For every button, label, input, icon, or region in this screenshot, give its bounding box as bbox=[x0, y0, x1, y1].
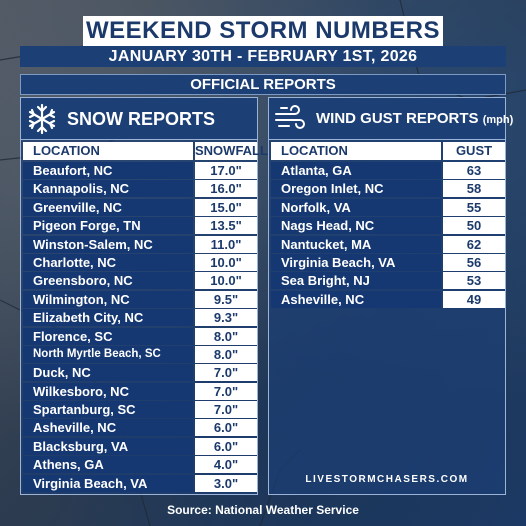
value-cell: 63 bbox=[443, 162, 505, 179]
table-row: Athens, GA 4.0" bbox=[23, 455, 257, 474]
value-cell: 6.0" bbox=[195, 437, 257, 455]
value-cell: 3.0" bbox=[195, 474, 257, 492]
table-row: Virginia Beach, VA 56 bbox=[271, 253, 505, 271]
value-cell: 58 bbox=[443, 180, 505, 198]
wind-panel-title-text: WIND GUST REPORTS bbox=[316, 110, 479, 127]
table-row: Wilkesboro, NC 7.0" bbox=[23, 382, 257, 400]
table-row: Charlotte, NC 10.0" bbox=[23, 253, 257, 271]
location-cell: Kannapolis, NC bbox=[23, 180, 193, 198]
wind-panel-title: WIND GUST REPORTS (mph) bbox=[316, 98, 513, 140]
snowflake-icon bbox=[25, 102, 59, 136]
value-cell: 11.0" bbox=[195, 235, 257, 253]
value-cell: 7.0" bbox=[195, 401, 257, 419]
location-cell: Oregon Inlet, NC bbox=[271, 180, 441, 198]
value-cell: 9.5" bbox=[195, 290, 257, 308]
location-cell: Charlotte, NC bbox=[23, 253, 193, 271]
wind-location-header: LOCATION bbox=[271, 142, 441, 160]
snow-reports-panel: SNOW REPORTS LOCATION SNOWFALL Beaufort,… bbox=[20, 97, 268, 495]
value-cell: 9.3" bbox=[195, 309, 257, 327]
location-cell: North Myrtle Beach, SC bbox=[23, 345, 193, 363]
value-cell: 7.0" bbox=[195, 364, 257, 382]
location-cell: Blacksburg, VA bbox=[23, 437, 193, 455]
wind-icon bbox=[273, 102, 307, 136]
location-cell: Wilkesboro, NC bbox=[23, 382, 193, 400]
location-cell: Pigeon Forge, TN bbox=[23, 217, 193, 235]
table-row: Wilmington, NC 9.5" bbox=[23, 290, 257, 308]
wind-unit: (mph) bbox=[482, 114, 514, 126]
table-row: Nantucket, MA 62 bbox=[271, 235, 505, 253]
value-cell: 17.0" bbox=[195, 162, 257, 179]
value-cell: 53 bbox=[443, 272, 505, 290]
page-title: WEEKEND STORM NUMBERS bbox=[83, 16, 443, 46]
location-cell: Florence, SC bbox=[23, 327, 193, 345]
table-row: Beaufort, NC 17.0" bbox=[23, 161, 257, 179]
location-cell: Virginia Beach, VA bbox=[23, 474, 193, 492]
location-cell: Nags Head, NC bbox=[271, 217, 441, 235]
snow-location-header: LOCATION bbox=[23, 142, 193, 160]
location-cell: Beaufort, NC bbox=[23, 162, 193, 179]
table-row: Florence, SC 8.0" bbox=[23, 327, 257, 345]
location-cell: Atlanta, GA bbox=[271, 162, 441, 179]
location-cell: Elizabeth City, NC bbox=[23, 309, 193, 327]
wind-panel-header: WIND GUST REPORTS (mph) bbox=[269, 98, 513, 140]
table-row: Kannapolis, NC 16.0" bbox=[23, 179, 257, 198]
date-range: JANUARY 30TH - FEBRUARY 1ST, 2026 bbox=[20, 46, 506, 67]
table-row: Atlanta, GA 63 bbox=[271, 161, 505, 179]
table-row: Nags Head, NC 50 bbox=[271, 216, 505, 235]
location-cell: Duck, NC bbox=[23, 364, 193, 382]
location-cell: Athens, GA bbox=[23, 456, 193, 474]
snow-snowfall-header: SNOWFALL bbox=[195, 142, 268, 160]
table-row: Norfolk, VA 55 bbox=[271, 198, 505, 216]
value-cell: 56 bbox=[443, 253, 505, 271]
location-cell: Virginia Beach, VA bbox=[271, 253, 441, 271]
table-row: Sea Bright, NJ 53 bbox=[271, 271, 505, 290]
value-cell: 6.0" bbox=[195, 419, 257, 437]
table-row: Elizabeth City, NC 9.3" bbox=[23, 308, 257, 327]
value-cell: 55 bbox=[443, 198, 505, 216]
value-cell: 49 bbox=[443, 290, 505, 308]
table-row: Blacksburg, VA 6.0" bbox=[23, 437, 257, 455]
location-cell: Sea Bright, NJ bbox=[271, 272, 441, 290]
value-cell: 8.0" bbox=[195, 327, 257, 345]
wind-table: Atlanta, GA 63 Oregon Inlet, NC 58 Norfolk, … bbox=[271, 161, 505, 308]
snow-panel-header: SNOW REPORTS bbox=[21, 98, 257, 140]
wind-gust-header: GUST bbox=[443, 142, 505, 160]
location-cell: Nantucket, MA bbox=[271, 235, 441, 253]
location-cell: Asheville, NC bbox=[23, 419, 193, 437]
value-cell: 15.0" bbox=[195, 198, 257, 216]
table-row: Spartanburg, SC 7.0" bbox=[23, 400, 257, 419]
location-cell: Norfolk, VA bbox=[271, 198, 441, 216]
table-row: Greensboro, NC 10.0" bbox=[23, 271, 257, 290]
table-row: Asheville, NC 49 bbox=[271, 290, 505, 308]
location-cell: Wilmington, NC bbox=[23, 290, 193, 308]
table-row: Virginia Beach, VA 3.0" bbox=[23, 474, 257, 492]
location-cell: Greenville, NC bbox=[23, 198, 193, 216]
table-row: Duck, NC 7.0" bbox=[23, 363, 257, 382]
wind-gust-panel: WIND GUST REPORTS (mph) LOCATION GUST At… bbox=[268, 97, 513, 495]
value-cell: 10.0" bbox=[195, 272, 257, 290]
value-cell: 4.0" bbox=[195, 456, 257, 474]
table-row: Greenville, NC 15.0" bbox=[23, 198, 257, 216]
table-row: Asheville, NC 6.0" bbox=[23, 418, 257, 437]
source-credit: Source: National Weather Service bbox=[167, 503, 359, 517]
value-cell: 13.5" bbox=[195, 217, 257, 235]
value-cell: 50 bbox=[443, 217, 505, 235]
location-cell: Asheville, NC bbox=[271, 290, 441, 308]
section-subtitle: OFFICIAL REPORTS bbox=[20, 74, 506, 95]
value-cell: 8.0" bbox=[195, 345, 257, 363]
table-row: Pigeon Forge, TN 13.5" bbox=[23, 216, 257, 235]
table-row: Winston-Salem, NC 11.0" bbox=[23, 235, 257, 253]
table-row: North Myrtle Beach, SC 8.0" bbox=[23, 345, 257, 363]
location-cell: Winston-Salem, NC bbox=[23, 235, 193, 253]
website-credit: LIVESTORMCHASERS.COM bbox=[305, 474, 469, 485]
snow-panel-title: SNOW REPORTS bbox=[67, 109, 216, 129]
value-cell: 16.0" bbox=[195, 180, 257, 198]
value-cell: 7.0" bbox=[195, 382, 257, 400]
value-cell: 10.0" bbox=[195, 253, 257, 271]
table-row: Oregon Inlet, NC 58 bbox=[271, 179, 505, 198]
location-cell: Spartanburg, SC bbox=[23, 401, 193, 419]
snow-table: Beaufort, NC 17.0" Kannapolis, NC 16.0" Gree… bbox=[23, 161, 257, 492]
value-cell: 62 bbox=[443, 235, 505, 253]
location-cell: Greensboro, NC bbox=[23, 272, 193, 290]
